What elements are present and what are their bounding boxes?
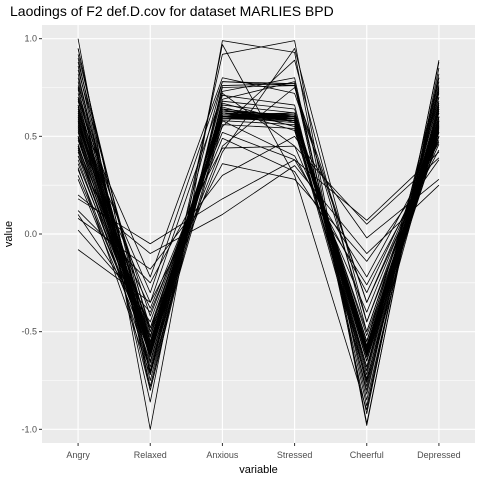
x-axis-title: variable (239, 464, 278, 476)
series-line-48 (77, 120, 440, 383)
y-tick-label: -1.0 (21, 424, 37, 434)
series-line-53 (77, 135, 440, 270)
series-line-47 (77, 116, 440, 379)
series-line-56 (77, 81, 440, 323)
series-line-44 (77, 97, 440, 376)
y-tick-label: -0.5 (21, 327, 37, 337)
series-line-54 (77, 165, 440, 254)
x-axis: Angry Relaxed Anxious Stressed Cheerful Depre… (66, 443, 461, 460)
x-tick-label: Stressed (277, 450, 313, 460)
series-line-65 (77, 48, 440, 401)
y-tick-label: 0.5 (24, 131, 37, 141)
series-lines (77, 38, 440, 430)
x-tick-label: Relaxed (134, 450, 167, 460)
x-tick-label: Depressed (417, 450, 461, 460)
y-axis: 1.0 0.5 0.0 -0.5 -1.0 (21, 34, 42, 434)
grid (42, 25, 475, 443)
chart-title: Laodings of F2 def.D.cov for dataset MAR… (10, 3, 334, 19)
series-line-34 (77, 114, 440, 348)
series-line-64 (77, 81, 440, 395)
series-line-59 (77, 59, 440, 333)
series-line-41 (77, 58, 440, 407)
series-line-55 (77, 151, 440, 245)
series-line-58 (77, 92, 440, 313)
x-tick-label: Cheerful (350, 450, 384, 460)
series-line-63 (77, 44, 440, 411)
y-tick-label: 1.0 (24, 34, 37, 44)
series-line-57 (77, 77, 440, 303)
series-line-51 (77, 159, 440, 303)
series-line-52 (77, 145, 440, 284)
x-tick-label: Anxious (206, 450, 239, 460)
series-line-49 (77, 120, 440, 323)
x-tick-label: Angry (66, 450, 90, 460)
series-line-62 (77, 132, 440, 309)
y-tick-label: 0.0 (24, 229, 37, 239)
series-line-27 (77, 112, 440, 362)
y-axis-title: value (3, 221, 15, 247)
series-line-61 (77, 48, 440, 333)
series-line-43 (77, 73, 440, 381)
